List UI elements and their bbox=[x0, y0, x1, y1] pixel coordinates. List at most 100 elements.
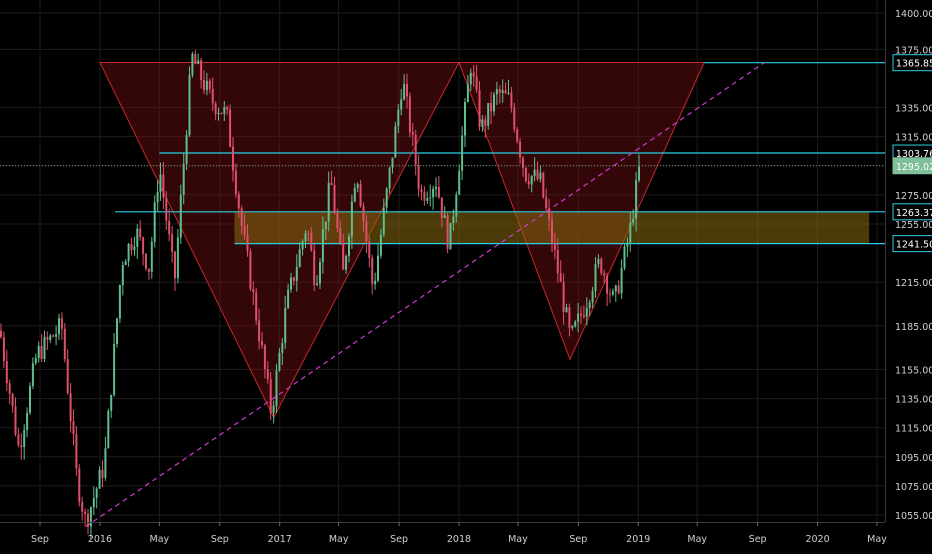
candle-down bbox=[363, 206, 365, 220]
candle-up bbox=[429, 197, 431, 198]
candle-up bbox=[539, 173, 541, 179]
candle-up bbox=[119, 285, 121, 318]
candle-up bbox=[186, 135, 188, 164]
candle-up bbox=[345, 256, 347, 270]
candle-down bbox=[255, 292, 257, 320]
price-tick-label: 1135.00 bbox=[895, 395, 932, 406]
price-tick-label: 1185.00 bbox=[895, 322, 932, 333]
candle-up bbox=[151, 242, 153, 272]
candle-down bbox=[441, 198, 443, 218]
level-tag-label: 1241.50 bbox=[896, 240, 932, 251]
time-tick-label: Sep bbox=[569, 534, 587, 545]
candle-up bbox=[597, 259, 599, 264]
candle-up bbox=[461, 135, 463, 170]
candle-up bbox=[160, 175, 162, 192]
candle-down bbox=[412, 132, 414, 135]
candle-down bbox=[6, 361, 8, 383]
candle-up bbox=[305, 233, 307, 241]
candle-down bbox=[339, 228, 341, 243]
candle-up bbox=[122, 265, 124, 285]
candle-up bbox=[197, 60, 199, 64]
candle-up bbox=[432, 189, 434, 197]
candle-down bbox=[548, 208, 550, 219]
candle-up bbox=[493, 94, 495, 111]
candle-up bbox=[177, 237, 179, 278]
candle-down bbox=[168, 221, 170, 235]
candle-up bbox=[110, 395, 112, 411]
candle-down bbox=[505, 90, 507, 93]
candle-down bbox=[142, 237, 144, 254]
candle-up bbox=[470, 73, 472, 85]
candle-up bbox=[632, 219, 634, 223]
candle-down bbox=[528, 181, 530, 184]
candle-up bbox=[496, 89, 498, 94]
candle-down bbox=[606, 276, 608, 294]
candle-down bbox=[600, 259, 602, 273]
candle-down bbox=[438, 187, 440, 198]
candle-up bbox=[104, 448, 106, 478]
candle-down bbox=[554, 244, 556, 249]
candle-up bbox=[29, 386, 31, 413]
price-tick-label: 1115.00 bbox=[895, 424, 932, 435]
candle-up bbox=[589, 302, 591, 308]
time-tick-label: 2016 bbox=[88, 534, 112, 545]
time-tick-label: Sep bbox=[390, 534, 408, 545]
time-tick-label: 2019 bbox=[626, 534, 650, 545]
candle-down bbox=[252, 289, 254, 292]
candle-up bbox=[351, 201, 353, 236]
candle-up bbox=[93, 498, 95, 507]
price-tick-label: 1335.00 bbox=[895, 104, 932, 115]
candle-up bbox=[592, 291, 594, 302]
candle-up bbox=[400, 99, 402, 109]
candle-up bbox=[626, 243, 628, 247]
time-tick-label: May bbox=[150, 534, 170, 545]
candle-down bbox=[603, 273, 605, 275]
candle-up bbox=[206, 81, 208, 90]
candle-up bbox=[49, 335, 51, 340]
candle-down bbox=[174, 252, 176, 278]
candle-down bbox=[3, 337, 5, 361]
candle-down bbox=[525, 168, 527, 181]
candle-down bbox=[447, 215, 449, 249]
price-tick-label: 1315.00 bbox=[895, 133, 932, 144]
candle-down bbox=[247, 235, 249, 252]
candle-up bbox=[354, 188, 356, 202]
candle-up bbox=[464, 102, 466, 135]
candle-down bbox=[270, 379, 272, 412]
candle-down bbox=[81, 502, 83, 512]
candle-down bbox=[580, 314, 582, 316]
candle-up bbox=[136, 229, 138, 247]
candle-down bbox=[551, 220, 553, 245]
candle-down bbox=[0, 331, 2, 338]
candle-down bbox=[484, 120, 486, 126]
candle-down bbox=[264, 345, 266, 369]
candle-up bbox=[133, 247, 135, 251]
candle-up bbox=[612, 291, 614, 294]
candle-up bbox=[273, 406, 275, 413]
candle-down bbox=[406, 84, 408, 96]
candle-down bbox=[510, 93, 512, 108]
candle-down bbox=[20, 445, 22, 447]
candle-down bbox=[52, 335, 54, 336]
candle-down bbox=[212, 89, 214, 103]
candle-up bbox=[621, 268, 623, 293]
candle-up bbox=[154, 202, 156, 241]
candle-down bbox=[313, 250, 315, 284]
candle-up bbox=[595, 264, 597, 291]
candle-down bbox=[162, 175, 164, 198]
candle-down bbox=[15, 406, 17, 434]
candle-up bbox=[183, 164, 185, 195]
candle-down bbox=[476, 76, 478, 90]
candle-down bbox=[618, 286, 620, 294]
candle-up bbox=[191, 54, 193, 75]
candle-up bbox=[99, 470, 101, 489]
candle-up bbox=[23, 430, 25, 447]
candle-down bbox=[267, 369, 269, 379]
candle-up bbox=[357, 184, 359, 188]
candle-up bbox=[508, 93, 510, 94]
candle-down bbox=[418, 165, 420, 189]
current-price-tag-label: 1295.02 bbox=[896, 162, 932, 173]
candle-up bbox=[302, 241, 304, 249]
time-tick-label: Sep bbox=[31, 534, 49, 545]
